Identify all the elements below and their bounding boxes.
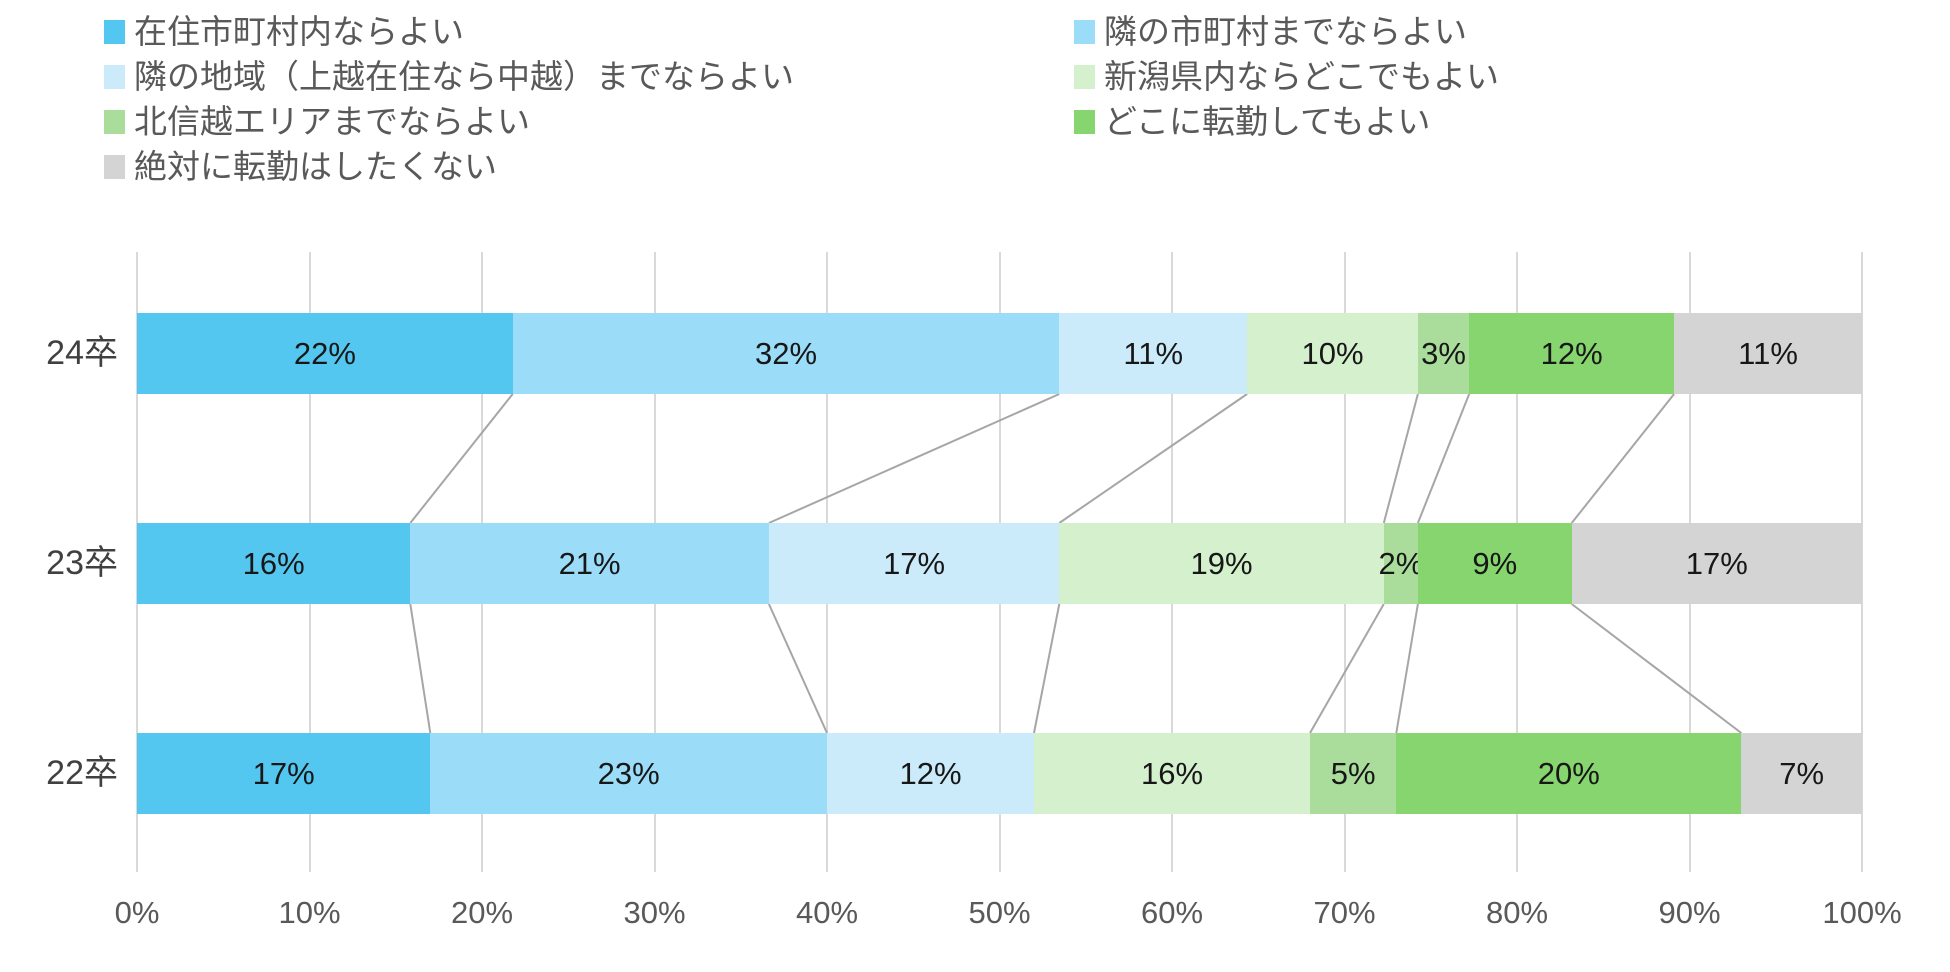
connector-line bbox=[1033, 603, 1061, 734]
legend-item: 隣の市町村までならよい bbox=[1074, 14, 1864, 49]
bar-value-label: 2% bbox=[1378, 545, 1424, 581]
connector-line bbox=[1570, 393, 1675, 524]
legend-item: 隣の地域（上越在住なら中越）までならよい bbox=[104, 59, 1074, 94]
bar-segment: 10% bbox=[1247, 313, 1418, 394]
bar-segment: 7% bbox=[1741, 733, 1862, 814]
bar-value-label: 11% bbox=[1123, 335, 1184, 371]
bar-segment: 9% bbox=[1417, 523, 1572, 604]
gridline bbox=[1861, 252, 1863, 872]
connector-line bbox=[767, 603, 828, 734]
legend-item: どこに転勤してもよい bbox=[1074, 104, 1864, 139]
bar-value-label: 20% bbox=[1537, 755, 1600, 791]
legend-label: どこに転勤してもよい bbox=[1104, 103, 1431, 140]
bar-segment: 5% bbox=[1310, 733, 1397, 814]
legend-label: 絶対に転勤はしたくない bbox=[134, 148, 497, 185]
connector-line bbox=[409, 393, 514, 524]
legend-label: 新潟県内ならどこでもよい bbox=[1104, 58, 1500, 95]
legend-item: 新潟県内ならどこでもよい bbox=[1074, 59, 1864, 94]
x-axis-tick-label: 40% bbox=[795, 895, 859, 930]
connector-line bbox=[409, 603, 432, 734]
series-connector-lines bbox=[409, 393, 1742, 734]
bar-segment: 20% bbox=[1396, 733, 1742, 814]
bar-segment: 23% bbox=[430, 733, 827, 814]
bar-segment: 3% bbox=[1417, 313, 1470, 394]
bar-value-label: 12% bbox=[1540, 335, 1603, 371]
bar-segment: 17% bbox=[768, 523, 1060, 604]
category-label: 22卒 bbox=[46, 754, 118, 792]
connector-line bbox=[1571, 603, 1742, 734]
bar-value-label: 9% bbox=[1472, 545, 1518, 581]
connector-line bbox=[1309, 603, 1385, 734]
x-axis-tick-label: 100% bbox=[1822, 895, 1902, 930]
x-axis-tick-label: 70% bbox=[1313, 895, 1376, 930]
bar-value-label: 21% bbox=[558, 545, 621, 581]
chart-plot-area: 22% 32% 11% 10% 3% 12% 11% 16% 21% 17% 19% 2% 9% 17% 1… bbox=[136, 252, 1863, 872]
bar-row: 16% 21% 17% 19% 2% 9% 17% bbox=[137, 523, 1862, 604]
bar-row: 17% 23% 12% 16% 5% 20% 7% bbox=[137, 733, 1862, 814]
legend-item: 北信越エリアまでならよい bbox=[104, 104, 1074, 139]
connector-line bbox=[768, 393, 1060, 524]
legend-swatch-icon bbox=[104, 19, 125, 44]
legend-label: 隣の市町村までならよい bbox=[1104, 13, 1467, 50]
bar-value-label: 7% bbox=[1779, 755, 1825, 791]
bar-segment: 11% bbox=[1059, 313, 1248, 394]
category-label: 23卒 bbox=[46, 544, 118, 582]
bar-segment: 21% bbox=[410, 523, 769, 604]
bar-value-label: 22% bbox=[293, 335, 356, 371]
bar-value-label: 16% bbox=[242, 545, 305, 581]
legend-label: 北信越エリアまでならよい bbox=[134, 103, 530, 140]
bar-value-label: 16% bbox=[1140, 755, 1204, 791]
legend-swatch-icon bbox=[104, 109, 125, 134]
x-axis-tick-label: 60% bbox=[1140, 895, 1204, 930]
x-axis-tick-label: 20% bbox=[450, 895, 514, 930]
x-axis-tick-label: 0% bbox=[114, 895, 160, 930]
bar-value-label: 32% bbox=[754, 335, 818, 371]
bar-value-label: 23% bbox=[597, 755, 660, 791]
bar-value-label: 11% bbox=[1738, 335, 1798, 371]
legend-swatch-icon bbox=[1074, 64, 1095, 89]
bar-value-label: 17% bbox=[252, 755, 315, 791]
bar-row: 22% 32% 11% 10% 3% 12% 11% bbox=[137, 313, 1862, 394]
bar-value-label: 17% bbox=[883, 545, 946, 581]
x-axis-tick-label: 10% bbox=[278, 895, 341, 930]
bar-value-label: 19% bbox=[1190, 545, 1253, 581]
bar-segment: 16% bbox=[137, 523, 411, 604]
x-axis-tick-label: 30% bbox=[623, 895, 686, 930]
legend-swatch-icon bbox=[104, 154, 125, 179]
x-axis-tick-label: 80% bbox=[1485, 895, 1549, 930]
bar-segment: 16% bbox=[1034, 733, 1310, 814]
bar-segment: 32% bbox=[512, 313, 1060, 394]
category-label: 24卒 bbox=[46, 334, 118, 372]
legend-swatch-icon bbox=[1074, 109, 1095, 134]
bar-value-label: 5% bbox=[1330, 755, 1376, 791]
bar-segment: 22% bbox=[137, 313, 513, 394]
connector-line bbox=[1416, 393, 1471, 524]
legend-item: 在住市町村内ならよい bbox=[104, 14, 1074, 49]
bar-value-label: 10% bbox=[1301, 335, 1364, 371]
x-axis-tick-label: 90% bbox=[1658, 895, 1721, 930]
legend-label: 在住市町村内ならよい bbox=[134, 13, 464, 50]
bar-segment: 12% bbox=[1469, 313, 1675, 394]
x-axis-tick-label: 50% bbox=[968, 895, 1031, 930]
legend-swatch-icon bbox=[104, 64, 125, 89]
bar-segment: 2% bbox=[1378, 523, 1423, 604]
bar-segment: 12% bbox=[827, 733, 1034, 814]
legend-item: 絶対に転勤はしたくない bbox=[104, 149, 1074, 184]
bar-segment: 19% bbox=[1059, 523, 1384, 604]
bar-value-label: 3% bbox=[1421, 335, 1466, 371]
legend-label: 隣の地域（上越在住なら中越）までならよい bbox=[134, 58, 794, 95]
bar-value-label: 17% bbox=[1685, 545, 1748, 581]
chart-legend: 在住市町村内ならよい 隣の市町村までならよい隣の地域（上越在住なら中越）までならよ… bbox=[104, 14, 1864, 184]
bar-segment: 17% bbox=[137, 733, 431, 814]
connector-line bbox=[1395, 603, 1419, 734]
legend-swatch-icon bbox=[1074, 19, 1095, 44]
bar-value-label: 12% bbox=[899, 755, 962, 791]
bar-segment: 17% bbox=[1571, 523, 1862, 604]
connector-line bbox=[1058, 393, 1248, 524]
connector-line bbox=[1382, 393, 1419, 524]
bar-segment: 11% bbox=[1674, 313, 1862, 394]
